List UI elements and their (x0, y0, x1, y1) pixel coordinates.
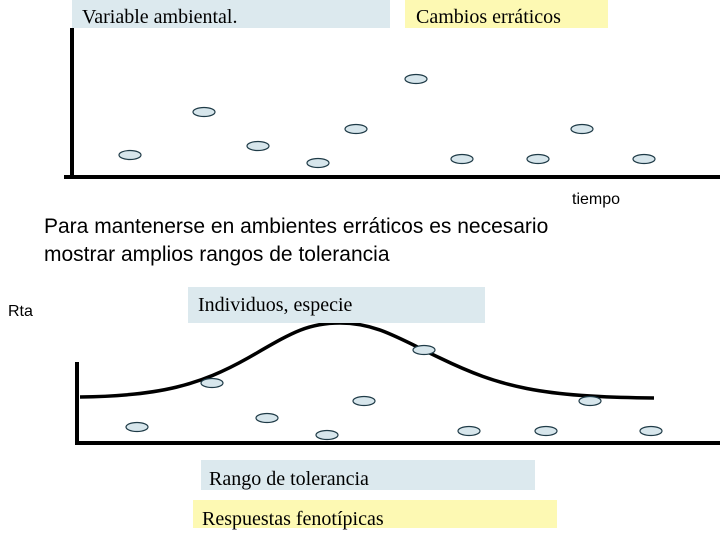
top-x-axis-label: tiempo (572, 191, 621, 208)
label-respuestas-fenotipicas: Respuestas fenotípicas (193, 500, 557, 530)
top-dot (526, 153, 550, 165)
bottom-dot (255, 412, 279, 424)
label-rango-de-tolerancia: Rango de tolerancia (201, 460, 535, 490)
top-dot (404, 73, 428, 85)
bottom-dot (315, 429, 339, 441)
bottom-dot (352, 395, 376, 407)
top-dot (570, 123, 594, 135)
bottom-dot (639, 425, 663, 437)
bottom-dot (412, 344, 436, 356)
top-dots (118, 73, 656, 169)
label-individuos-especie: Individuos, especie (188, 287, 485, 323)
bottom-dot (125, 421, 149, 433)
caption-line-2: mostrar amplios rangos de tolerancia (44, 243, 390, 266)
top-dot (632, 153, 656, 165)
top-dot (344, 123, 368, 135)
bottom-dot (200, 377, 224, 389)
label-variable-ambiental: Variable ambiental. (72, 0, 390, 28)
label-rango-de-tolerancia-text: Rango de tolerancia (209, 468, 369, 490)
bottom-y-axis-label: Rta (8, 303, 33, 320)
top-dot (246, 140, 270, 152)
caption-line-1: Para mantenerse en ambientes erráticos e… (44, 215, 549, 238)
bottom-dot (578, 395, 602, 407)
bottom-dot (534, 425, 558, 437)
tolerance-curve (79, 321, 655, 400)
label-individuos-especie-text: Individuos, especie (198, 294, 353, 316)
bottom-dot (457, 425, 481, 437)
label-cambios-erraticos-text: Cambios erráticos (416, 6, 561, 28)
label-respuestas-fenotipicas-text: Respuestas fenotípicas (202, 508, 384, 530)
top-dot (192, 106, 216, 118)
label-cambios-erraticos: Cambios erráticos (405, 0, 608, 28)
bottom-dots (125, 344, 663, 441)
label-variable-ambiental-text: Variable ambiental. (82, 6, 238, 28)
top-dot (306, 157, 330, 169)
top-dot (450, 153, 474, 165)
top-dot (118, 149, 142, 161)
